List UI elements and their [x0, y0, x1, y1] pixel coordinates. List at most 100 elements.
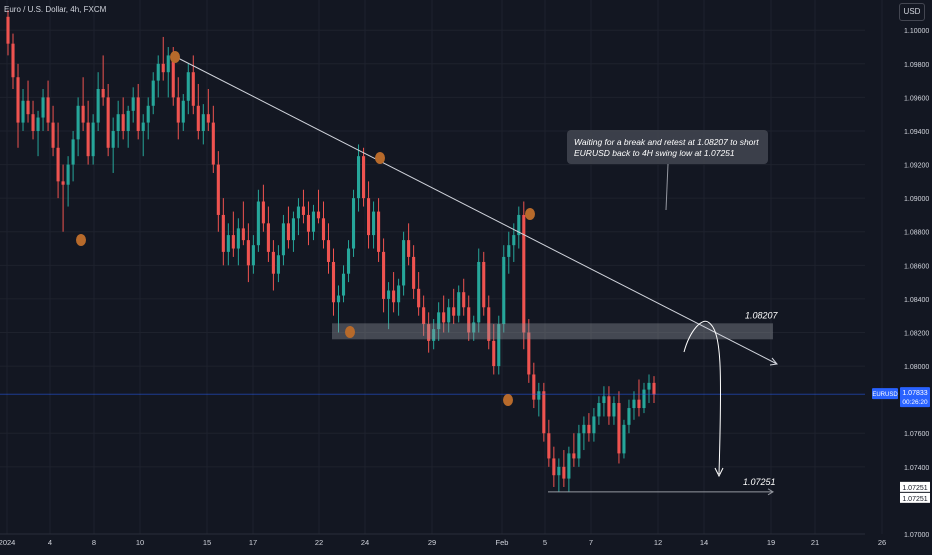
annotation-callout[interactable]: Waiting for a break and retest at 1.0820… [567, 130, 768, 211]
candle-body [527, 332, 531, 375]
candle-body [106, 97, 110, 148]
y-tick-label: 1.07000 [904, 532, 929, 539]
currency-button[interactable]: USD [899, 3, 925, 21]
y-tick-label: 1.08600 [904, 263, 929, 270]
candle-body [517, 214, 521, 236]
symbol-title: Euro / U.S. Dollar, 4h, FXCM [4, 5, 107, 14]
projection-path[interactable] [683, 320, 722, 475]
candle-body [256, 201, 260, 246]
candle [51, 105, 55, 157]
swing-marker[interactable] [375, 152, 385, 164]
candle [597, 396, 601, 425]
candle [437, 302, 441, 341]
candle-body [266, 223, 270, 252]
trendline[interactable] [173, 55, 778, 365]
price-tag-value: 1.07833 [902, 390, 927, 397]
candle-body [532, 374, 536, 400]
candle [397, 278, 401, 316]
candle [11, 33, 15, 89]
candle [592, 408, 596, 442]
candle [161, 36, 165, 81]
candle-body [502, 256, 506, 325]
candle [612, 396, 616, 425]
candle [607, 386, 611, 425]
candle-body [186, 72, 190, 101]
candle-body [497, 324, 501, 367]
candle [241, 201, 245, 246]
candle [567, 446, 571, 493]
swing-marker[interactable] [525, 208, 535, 220]
candle-body [647, 382, 651, 390]
candle-body [311, 211, 316, 232]
candle [291, 211, 295, 252]
candle-body [11, 43, 15, 78]
candle [622, 419, 626, 459]
candle [387, 282, 391, 330]
candle [316, 189, 321, 224]
candle-body [547, 433, 551, 459]
candle [301, 189, 306, 224]
candle-body [206, 114, 210, 123]
axis-price-label: 1.07251 [902, 485, 927, 492]
candle [141, 114, 145, 157]
candle-body [281, 223, 285, 256]
candle [587, 413, 591, 442]
candle [266, 206, 270, 262]
candle [121, 97, 125, 140]
candle [166, 47, 170, 98]
candle-body [582, 424, 586, 434]
candle [186, 63, 190, 115]
candle-body [402, 240, 406, 286]
candle [286, 206, 290, 249]
candle [356, 144, 361, 212]
axes: 1.10000 1.09800 1.09600 1.09400 1.09200 1.090… [0, 28, 930, 547]
candle [497, 315, 501, 375]
x-tick-label: 21 [811, 538, 819, 547]
candle-body [592, 416, 596, 434]
callout-text-line: Waiting for a break and retest at 1.0820… [574, 137, 759, 147]
candle-body [221, 214, 225, 252]
candle [487, 295, 491, 350]
candle [372, 201, 376, 249]
x-tick-label: 19 [767, 538, 775, 547]
candle-body [602, 396, 606, 404]
candle [6, 10, 10, 56]
candle-body [16, 77, 20, 123]
candle-body [341, 273, 346, 296]
candle-body [377, 211, 381, 252]
swing-marker[interactable] [170, 51, 180, 63]
candle [306, 201, 311, 246]
resistance-zone[interactable] [332, 323, 773, 340]
candle-body [617, 403, 621, 454]
candle [151, 72, 155, 115]
candle-body [482, 261, 486, 308]
candle-body [346, 248, 351, 274]
drawings[interactable]: 1.08207 1.07251 Waiting for a break and re… [0, 51, 865, 496]
candle-body [41, 97, 45, 118]
x-tick-label: 17 [249, 538, 257, 547]
candle [457, 285, 461, 323]
axis-price-box [900, 492, 930, 503]
candle-body [231, 235, 235, 249]
candle [216, 151, 220, 232]
candle [532, 362, 536, 409]
candle [412, 245, 416, 299]
x-tick-label: 7 [589, 538, 593, 547]
candle [91, 114, 95, 165]
y-tick-label: 1.09600 [904, 95, 929, 102]
candle [311, 204, 316, 241]
candle-body [286, 223, 290, 241]
candle-body [76, 105, 80, 140]
candle-body [121, 114, 125, 131]
swing-marker[interactable] [503, 394, 513, 406]
candle-body [462, 292, 466, 308]
candle-body [351, 198, 356, 249]
candle [111, 117, 115, 173]
swing-marker[interactable] [345, 326, 355, 338]
swing-marker[interactable] [76, 234, 86, 246]
candle-body [141, 122, 145, 131]
candle [602, 386, 606, 417]
candle [231, 211, 235, 257]
